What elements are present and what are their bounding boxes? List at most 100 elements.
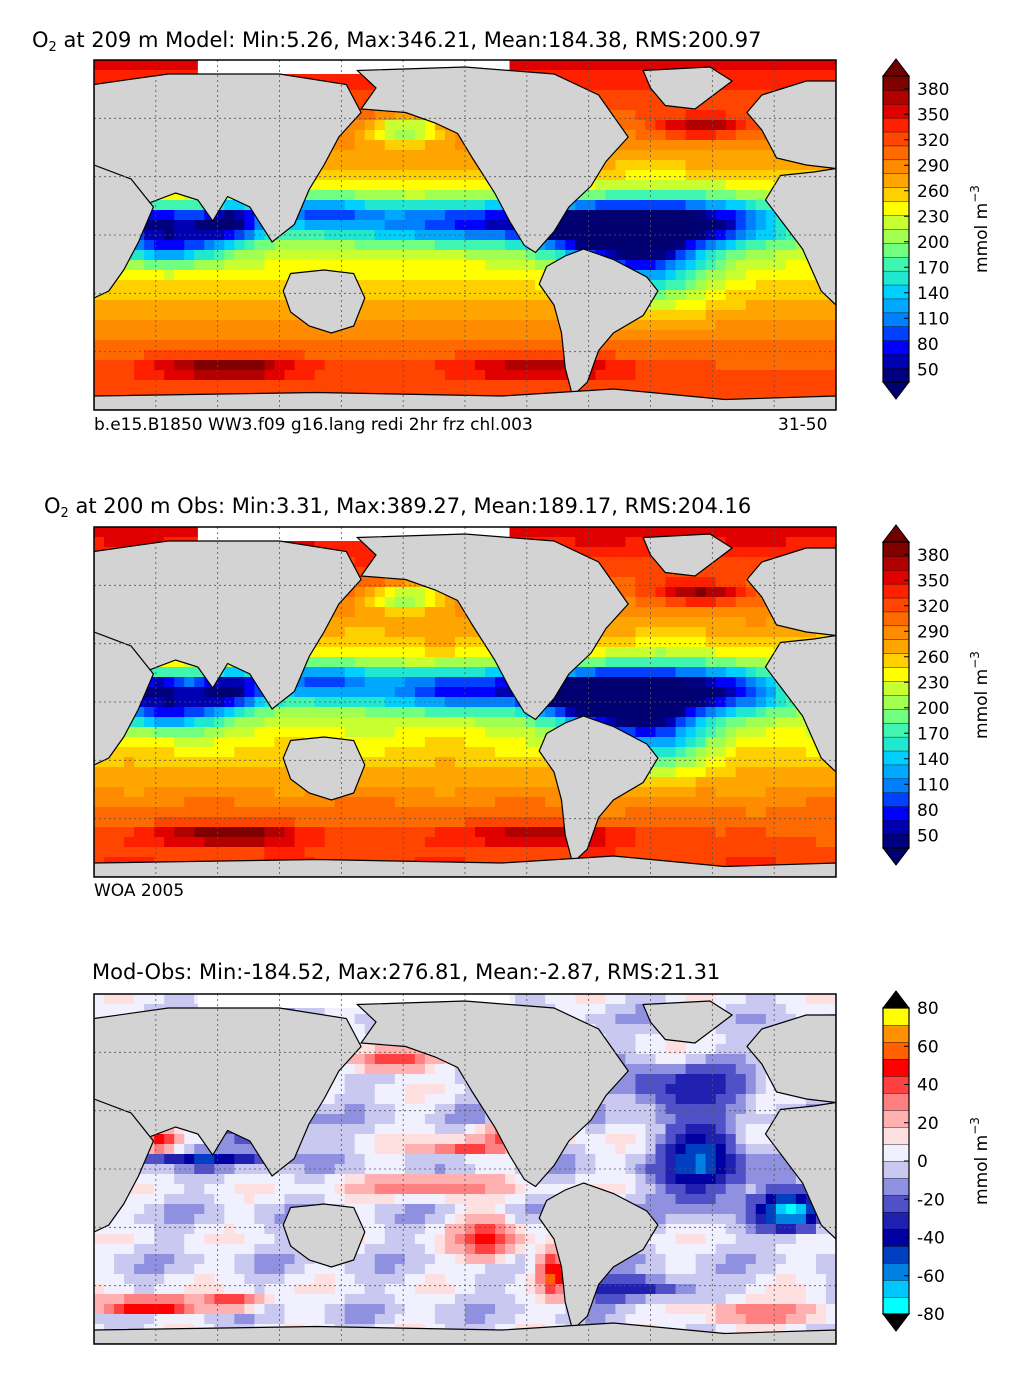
colorbar-segment [882, 1245, 910, 1264]
colorbar-tick-label: 290 [917, 622, 949, 642]
colorbar-segment [882, 666, 910, 682]
colorbar-segment [882, 117, 910, 133]
colorbar-extend-max [881, 58, 911, 77]
panel-2-land [94, 533, 836, 877]
colorbar-segment [882, 173, 910, 188]
colorbar-segment [882, 833, 910, 849]
colorbar-segment [882, 555, 910, 571]
colorbar-segment [882, 541, 910, 557]
colorbar-segment [882, 569, 910, 585]
panel-3-graticule [94, 994, 836, 1344]
colorbar-segment [882, 806, 910, 821]
land-africaEast [764, 1101, 836, 1240]
colorbar-segment [882, 270, 910, 286]
panel-3-map [94, 994, 836, 1344]
colorbar-segment [882, 653, 910, 668]
colorbar-tick-label: -60 [917, 1267, 945, 1287]
colorbar-segment [882, 1177, 910, 1196]
colorbar-tick-label: 50 [917, 360, 939, 380]
land-europe [746, 547, 836, 637]
colorbar-segment [882, 228, 910, 244]
colorbar-tick-label: 320 [917, 597, 949, 617]
land-australia [282, 736, 366, 801]
colorbar-segment [882, 1126, 910, 1145]
colorbar-tick-label: 230 [917, 207, 949, 227]
colorbar-segment [882, 680, 910, 696]
panel-3-colorbar: -80 -60 -40 -20 0 20 40 60 80 mmol m−3 [881, 990, 992, 1332]
colorbar-tick-label: 110 [917, 775, 949, 795]
panel-1-footer-right: 31-50 [778, 415, 828, 435]
land-africa [94, 631, 155, 766]
panel-1-land [94, 66, 836, 410]
colorbar-segment [882, 625, 910, 640]
panel-2-colorbar: 50 80 110 140 170 200 230 260 290 320 350 380 mmol m… [881, 524, 992, 866]
colorbar-tick-label: 380 [917, 80, 949, 100]
colorbar-tick-label: 200 [917, 699, 949, 719]
colorbar-tick-label: 0 [917, 1152, 928, 1172]
colorbar-segment [882, 159, 910, 174]
colorbar-tick-label: 200 [917, 233, 949, 253]
panel-1-var: O2 [32, 28, 57, 55]
panel-3-land [94, 1000, 836, 1344]
colorbar-segment [882, 1109, 910, 1128]
colorbar-segment [882, 1058, 910, 1077]
colorbar-segment [882, 103, 910, 119]
colorbar-tick-label: 80 [917, 801, 939, 821]
land-africa [94, 1098, 155, 1233]
colorbar-segment [882, 722, 910, 738]
colorbar-segment [882, 736, 910, 752]
colorbar-segment [882, 187, 910, 202]
colorbar-tick-label: 170 [917, 258, 949, 278]
panel-1-map-frame [93, 59, 837, 411]
colorbar-extend-max [881, 990, 911, 1009]
colorbar-tick-label: -20 [917, 1190, 945, 1210]
colorbar-segment [882, 792, 910, 807]
colorbar-frame [882, 541, 910, 849]
land-australia [282, 269, 366, 334]
colorbar-segment [882, 583, 910, 599]
colorbar-tick-label: 60 [917, 1037, 939, 1057]
panel-1-map [94, 60, 836, 410]
land-europe [746, 1014, 836, 1104]
colorbar-segment [882, 326, 910, 341]
colorbar-tick-label: -80 [917, 1305, 945, 1325]
colorbar-segment [882, 1279, 910, 1298]
colorbar-segment [882, 1092, 910, 1111]
colorbar-extend-max [881, 524, 911, 543]
colorbar-segment [882, 214, 910, 230]
colorbar-tick-label: 350 [917, 105, 949, 125]
panel-1-graticule [94, 60, 836, 410]
colorbar-segment [882, 750, 910, 766]
colorbar-tick-label: 170 [917, 724, 949, 744]
colorbar-tick-label: 290 [917, 156, 949, 176]
colorbar-segment [882, 1024, 910, 1043]
colorbar-segment [882, 708, 910, 724]
land-antarctica [94, 855, 836, 877]
land-southAmerica [538, 248, 659, 398]
colorbar-segment [882, 353, 910, 369]
panel-2-map [94, 527, 836, 877]
colorbar-tick-label: 350 [917, 571, 949, 591]
colorbar-segment [882, 1041, 910, 1060]
panel-2-title-text: at 200 m Obs: Min:3.31, Max:389.27, Mean… [75, 494, 752, 518]
land-africaEast [764, 167, 836, 306]
panel-3-map-frame [93, 993, 837, 1345]
colorbar-segment [882, 298, 910, 314]
colorbar-tick-label: 40 [917, 1076, 939, 1096]
colorbar-tick-label: 140 [917, 284, 949, 304]
panel-1-title-text: at 209 m Model: Min:5.26, Max:346.21, Me… [63, 28, 762, 52]
land-northAmerica [355, 66, 629, 254]
colorbar-tick-label: 80 [917, 999, 939, 1019]
colorbar-segment [882, 242, 910, 258]
colorbar-segment [882, 75, 910, 91]
colorbar-segment [882, 340, 910, 355]
colorbar-segment [882, 89, 910, 105]
colorbar-segment [882, 639, 910, 654]
colorbar-segment [882, 694, 910, 710]
panel-1-colorbar: 50 80 110 140 170 200 230 260 290 320 350 380 mmol m… [881, 58, 992, 400]
colorbar-segment [882, 284, 910, 300]
colorbar-tick-label: 320 [917, 131, 949, 151]
colorbar-segment [882, 1296, 910, 1315]
land-southAmerica [538, 1182, 659, 1332]
colorbar-segment [882, 131, 910, 147]
